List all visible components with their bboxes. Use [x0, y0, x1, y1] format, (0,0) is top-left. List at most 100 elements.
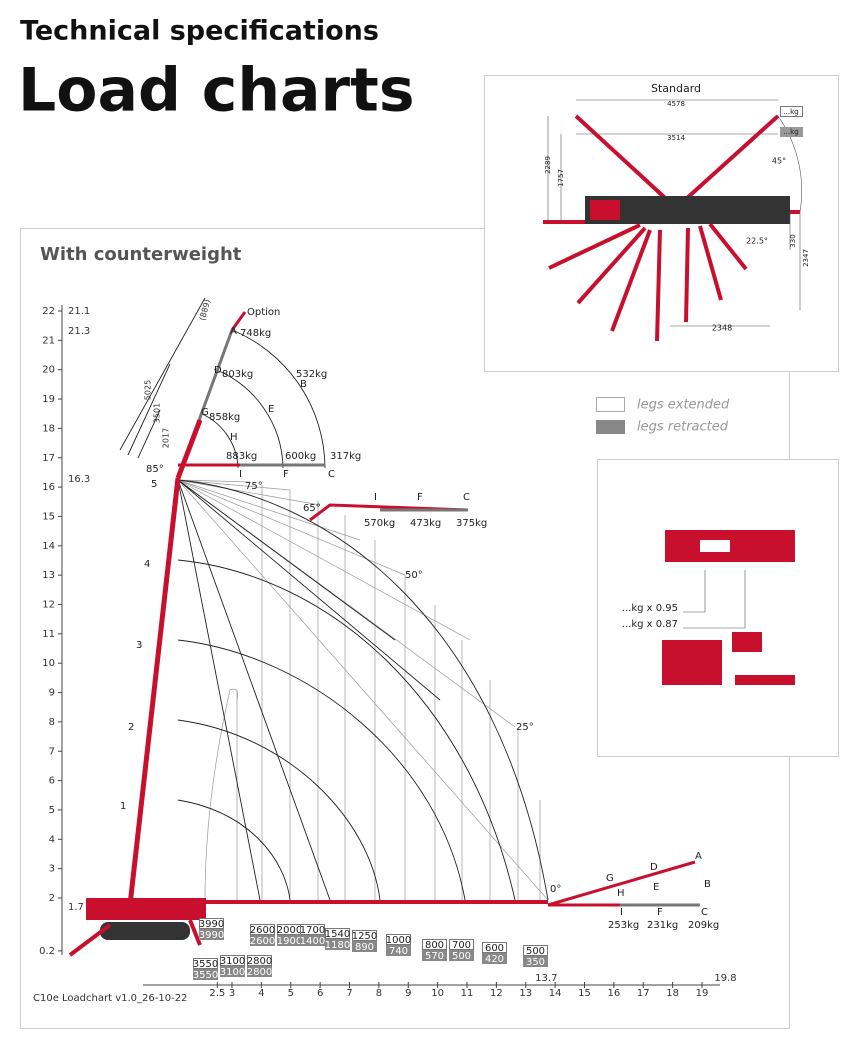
- load-box-retracted: [277, 935, 302, 946]
- chart-label: 5: [151, 479, 157, 490]
- dimension-label: 4578: [667, 100, 685, 108]
- chart-label: 2017: [162, 428, 171, 448]
- x-tick-label: 12: [490, 988, 503, 999]
- load-retracted: 2600: [250, 936, 275, 947]
- dimension-label: 3514: [667, 134, 685, 142]
- x-tick-label: 19: [696, 988, 709, 999]
- load-retracted: 1400: [300, 936, 325, 947]
- y-tick-label: 13: [42, 570, 55, 581]
- load-box-retracted: [523, 956, 548, 967]
- y-tick-label-right: 21.3: [68, 326, 90, 337]
- load-box-retracted: [352, 941, 377, 952]
- y-tick-label: 17: [42, 453, 55, 464]
- x-tick-label: 13: [519, 988, 532, 999]
- load-retracted: 3990: [199, 930, 224, 941]
- load-extended: 600: [485, 943, 504, 954]
- load-extended: 500: [526, 946, 545, 957]
- chart-label: 2: [128, 722, 134, 733]
- chart-label: H: [230, 432, 238, 443]
- chart-label: A: [695, 851, 702, 862]
- chart-label: A: [230, 326, 237, 337]
- y-tick-label: 9: [49, 688, 55, 699]
- legend-swatch-retracted: [596, 420, 625, 434]
- x-tick-label-upper: 13.7: [535, 973, 557, 984]
- y-tick-label-right: 1.7: [68, 902, 84, 913]
- chart-label: 858kg: [209, 412, 240, 423]
- load-box-extended: [199, 918, 224, 929]
- load-box-retracted: [325, 939, 350, 950]
- chart-label: 75°: [245, 481, 263, 492]
- load-extended: 1250: [352, 931, 377, 942]
- chart-label: 65°: [303, 503, 321, 514]
- x-tick-label: 18: [666, 988, 679, 999]
- chart-label: B: [300, 379, 307, 390]
- load-box-extended: [247, 955, 272, 966]
- y-tick-label: 22: [42, 306, 55, 317]
- x-tick-label: 4: [258, 988, 264, 999]
- chart-label: G: [606, 873, 614, 884]
- load-box-retracted: [250, 935, 275, 946]
- load-box-extended: [250, 924, 275, 935]
- dimension-label: 2348: [712, 324, 732, 333]
- load-box-extended: [482, 942, 507, 953]
- chart-label: 600kg: [285, 451, 316, 462]
- load-extended: 1700: [300, 925, 325, 936]
- load-retracted: 3550: [193, 970, 218, 981]
- load-box-extended: [449, 939, 474, 950]
- y-tick-label: 20: [42, 365, 55, 376]
- chart-label: B: [704, 879, 711, 890]
- x-tick-label: 8: [376, 988, 382, 999]
- load-box-retracted: [247, 966, 272, 977]
- x-tick-label: 16: [608, 988, 621, 999]
- y-tick-label-right: 16.3: [68, 474, 90, 485]
- x-tick-label: 11: [461, 988, 474, 999]
- chart-label: 0°: [550, 884, 561, 895]
- x-tick-label: 17: [637, 988, 650, 999]
- y-tick-label: 12: [42, 600, 55, 611]
- load-retracted: 350: [526, 957, 545, 968]
- chart-envelope: [119, 297, 549, 901]
- y-tick-label: 19: [42, 394, 55, 405]
- y-tick-label: 15: [42, 511, 55, 522]
- outrigger-drawing: [543, 99, 802, 342]
- chart-label: 209kg: [688, 920, 719, 931]
- load-extended: 700: [452, 940, 471, 951]
- chart-grid: [177, 479, 549, 901]
- chart-label: 253kg: [608, 920, 639, 931]
- load-retracted: 2800: [247, 967, 272, 978]
- chart-label: 803kg: [222, 369, 253, 380]
- load-extended: 2600: [250, 925, 275, 936]
- x-tick-label: 14: [549, 988, 562, 999]
- chart-label: D: [214, 365, 222, 376]
- legend-extended: legs extended: [637, 398, 730, 413]
- load-box-extended: [386, 934, 411, 945]
- load-extended: 2000: [277, 925, 302, 936]
- dimension-label: 45°: [772, 157, 786, 166]
- legend-swatch-extended: [596, 397, 625, 412]
- load-box-retracted: [449, 950, 474, 961]
- x-tick-label: 15: [578, 988, 591, 999]
- load-extended: 800: [425, 940, 444, 951]
- load-retracted: 1180: [325, 940, 350, 951]
- footer: C10e Loadchart v1.0_26-10-22: [33, 993, 187, 1004]
- x-tick-label: 7: [346, 988, 352, 999]
- dimension-label: 2289: [544, 156, 552, 174]
- y-tick-label: 3: [49, 864, 55, 875]
- chart-label: F: [657, 907, 663, 918]
- kg-box-retracted: [780, 127, 803, 137]
- chart-label: I: [239, 469, 242, 480]
- load-box-retracted: [386, 945, 411, 956]
- load-box-extended: [523, 945, 548, 956]
- x-tick-label: 3: [229, 988, 235, 999]
- load-retracted: 570: [425, 951, 444, 962]
- load-box-extended: [220, 955, 245, 966]
- chart-label: 50°: [405, 570, 423, 581]
- x-tick-label: 10: [431, 988, 444, 999]
- chart-label: 570kg: [364, 518, 395, 529]
- y-tick-label: 4: [49, 834, 55, 845]
- chart-label: 883kg: [226, 451, 257, 462]
- x-tick-label: 6: [317, 988, 323, 999]
- reduction-label: ...kg x 0.95: [622, 603, 678, 614]
- y-tick-label: 16: [42, 482, 55, 493]
